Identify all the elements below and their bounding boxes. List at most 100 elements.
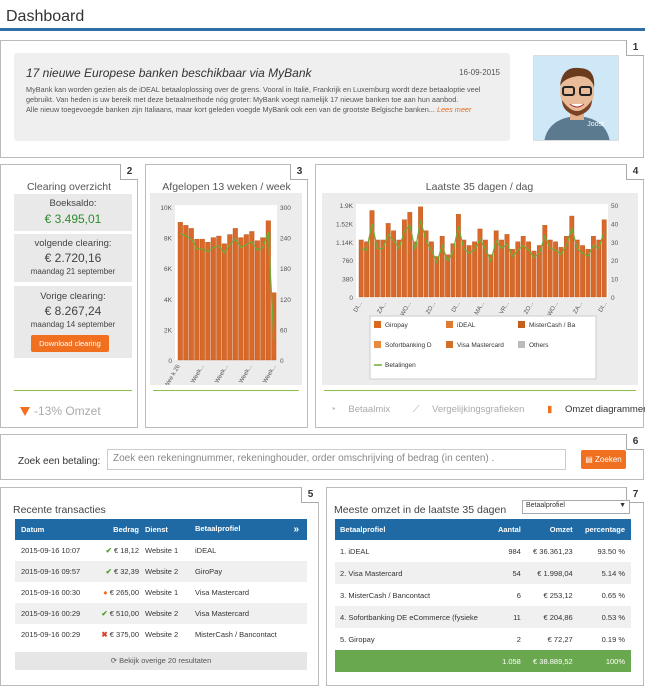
table-header: Betaalprofiel Aantal Omzet percentage xyxy=(335,519,631,540)
table-row[interactable]: 2015-09-16 00:30 ● € 265,00 Website 1 Visa … xyxy=(15,582,307,603)
cell-aantal: 11 xyxy=(513,612,521,622)
cell-aantal: 984 xyxy=(508,546,521,556)
top-revenue-title: Meeste omzet in de laatste 35 dagen xyxy=(334,504,507,516)
divider xyxy=(153,390,299,391)
table-row[interactable]: 2015-09-16 00:29 ✖ € 375,00 Website 2 Miste… xyxy=(15,624,307,645)
legend-label: Visa Mastercard xyxy=(457,342,504,349)
pie-icon: ◔ xyxy=(330,404,336,415)
author-photo: Joost xyxy=(533,55,619,141)
pending-icon: ● xyxy=(103,588,108,597)
table-row[interactable]: 1. iDEAL 984 € 36.361,23 93.50 % xyxy=(335,540,631,562)
y-tick-label: 8K xyxy=(164,236,173,243)
table-row[interactable]: 4. Sofortbanking DE eCommerce (fysieke 11… xyxy=(335,606,631,628)
chart-bar xyxy=(369,210,375,298)
y-tick-label: 60 xyxy=(280,327,288,334)
chart-bar xyxy=(439,236,445,298)
table-row[interactable]: 3. MisterCash / Bancontact 6 € 253,12 0.65 … xyxy=(335,584,631,606)
y-tick-label: 1.14K xyxy=(336,240,354,247)
x-tick-label: ZO... xyxy=(425,301,437,316)
expand-icon[interactable]: » xyxy=(293,524,299,535)
y-tick-label: 0 xyxy=(280,358,284,365)
cell-profiel: 3. MisterCash / Bancontact xyxy=(340,590,431,600)
table-row[interactable]: 5. Giropay 2 € 72,27 0.19 % xyxy=(335,628,631,650)
read-more-link[interactable]: Lees meer xyxy=(436,105,472,115)
chart-bar xyxy=(461,239,467,298)
next-clearing-date: maandag 21 september xyxy=(30,267,116,276)
x-axis: Wee k 26 Week... Week... Week... Week... xyxy=(164,363,278,388)
download-clearing-button[interactable]: Download clearing xyxy=(31,335,109,352)
tab-vergelijking[interactable]: ⟋ Vergelijkingsgrafieken xyxy=(413,404,535,415)
x-tick-label: DI... xyxy=(598,301,609,314)
news-title[interactable]: 17 nieuwe Europese banken beschikbaar vi… xyxy=(26,66,312,80)
amount: € 265,00 xyxy=(109,588,139,597)
chart-bar xyxy=(434,256,440,298)
cell-profiel: MisterCash / Bancontact xyxy=(195,630,277,639)
cell-profiel: Visa Mastercard xyxy=(195,609,250,618)
chart-bar xyxy=(243,234,249,361)
column-header[interactable]: percentage xyxy=(584,525,625,534)
divider xyxy=(14,390,132,391)
search-input[interactable]: Zoek een rekeningnummer, rekeninghouder,… xyxy=(107,449,566,470)
cell-percentage: 0.53 % xyxy=(601,612,625,622)
chart-bar xyxy=(509,248,515,298)
chart-bar xyxy=(553,241,558,298)
column-header[interactable]: Betaalprofiel » xyxy=(195,519,307,540)
column-header[interactable]: Omzet xyxy=(549,525,573,534)
chart-bar xyxy=(515,241,521,298)
table-row[interactable]: 2. Visa Mastercard 54 € 1.998,04 5.14 % xyxy=(335,562,631,584)
tab-omzet-label: Omzet diagrammen xyxy=(564,404,645,415)
amount: € 510,00 xyxy=(109,609,139,618)
legend-swatch xyxy=(518,321,525,328)
column-header[interactable]: Aantal xyxy=(497,525,521,534)
total-aantal: 1.058 xyxy=(502,656,521,666)
tab-betaalmix-label: Betaalmix xyxy=(348,404,391,415)
y-tick-label: 0 xyxy=(611,295,615,302)
search-button[interactable]: ▤ Zoeken xyxy=(581,450,626,469)
panel-number: 7 xyxy=(626,487,644,503)
chart-bar xyxy=(249,231,255,361)
check-icon: ✔ xyxy=(105,546,112,555)
table-row[interactable]: 2015-09-16 09:57 ✔ € 32,39 Website 2 GiroPa… xyxy=(15,561,307,582)
column-header[interactable]: Dienst xyxy=(145,525,168,534)
column-header[interactable]: Datum xyxy=(21,525,45,534)
chart-bar xyxy=(210,237,216,361)
news-date: 16-09-2015 xyxy=(459,68,500,77)
table-row[interactable]: 2015-09-16 00:29 ✔ € 510,00 Website 2 Visa … xyxy=(15,603,307,624)
y-axis-right: 50 40 30 20 10 0 xyxy=(611,203,619,302)
daily-bars xyxy=(358,206,607,298)
column-header[interactable]: Bedrag xyxy=(113,525,139,534)
y-tick-label: 1.52K xyxy=(336,221,354,228)
weekly-chart-title: Afgelopen 13 weken / week xyxy=(162,181,291,193)
panel-number: 5 xyxy=(301,487,319,503)
chart-bar xyxy=(563,236,569,298)
y-tick-label: 40 xyxy=(611,221,619,228)
chart-bar xyxy=(574,239,580,298)
chart-bar xyxy=(194,238,200,361)
chart-bar xyxy=(418,206,424,298)
profile-select[interactable]: Betaalprofiel ▼ xyxy=(522,500,630,514)
column-header[interactable]: Betaalprofiel xyxy=(340,525,386,534)
legend-swatch xyxy=(446,341,453,348)
chart-bar xyxy=(385,223,391,298)
chart-bar xyxy=(585,248,591,298)
chart-bar xyxy=(504,234,510,298)
chart-bar xyxy=(536,245,542,298)
table-row[interactable]: 2015-09-16 10:07 ✔ € 18,12 Website 1 iDEAL xyxy=(15,540,307,561)
chart-bar xyxy=(238,237,244,361)
chart-bar xyxy=(526,241,531,298)
amount: € 32,39 xyxy=(113,567,139,576)
show-more-button[interactable]: ⟳ Bekijk overige 20 resultaten xyxy=(15,652,307,670)
cell-omzet: € 72,27 xyxy=(547,634,573,644)
x-tick-label: DI... xyxy=(353,301,364,314)
tab-omzet[interactable]: ▮ Omzet diagrammen xyxy=(547,404,645,415)
cell-omzet: € 253,12 xyxy=(543,590,573,600)
tab-betaalmix[interactable]: ◔ Betaalmix xyxy=(330,404,400,415)
x-tick-label: DI... xyxy=(451,301,462,314)
y-tick-label: 1.9K xyxy=(340,203,354,210)
chart-bar xyxy=(177,222,183,361)
legend-label: Giropay xyxy=(385,322,409,329)
chart-bar xyxy=(531,250,537,298)
search-button-label: Zoeken xyxy=(595,455,622,464)
cell-datum: 2015-09-16 10:07 xyxy=(21,546,81,555)
cell-dienst: Website 1 xyxy=(145,588,179,597)
